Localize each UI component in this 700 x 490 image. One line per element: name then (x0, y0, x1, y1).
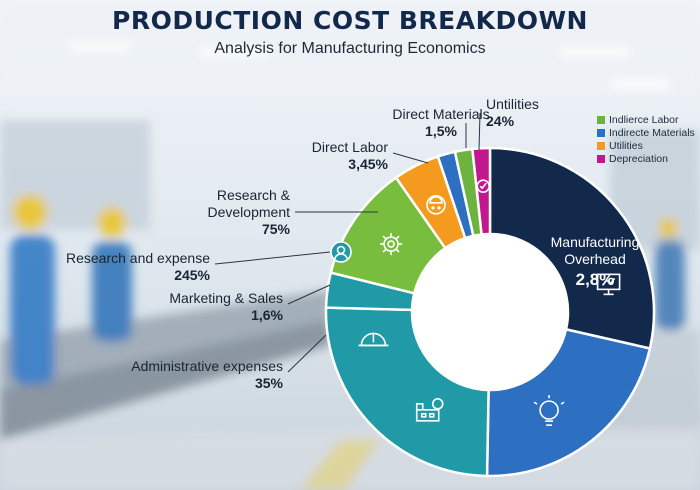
hard-hat-icon (358, 332, 389, 347)
legend-swatch (597, 128, 605, 137)
legend-label: Utilities (609, 139, 643, 152)
slice-value-label: 24% (486, 113, 515, 129)
slice-label: Administrative expenses (131, 358, 283, 374)
slice-value-label: 75% (262, 221, 291, 237)
legend-item: Utilities (597, 139, 695, 152)
slice-label: Direct Labor (312, 139, 389, 155)
leader-line (478, 112, 481, 151)
slice-value-label: 35% (255, 375, 284, 391)
slice-value-label: 2,8% (576, 270, 615, 289)
slice-label: Manufacturing (551, 234, 640, 250)
pie-slice (488, 146, 656, 350)
legend-item: Indlierce Labor (597, 113, 695, 126)
legend-swatch (597, 115, 605, 124)
slice-label: Overhead (564, 251, 625, 267)
lightbulb-icon (533, 395, 565, 426)
slice-value-label: 3,45% (348, 156, 388, 172)
slice-value-label: 1,6% (251, 307, 283, 323)
leader-line (287, 334, 327, 373)
legend-swatch (597, 154, 605, 163)
leader-line (392, 152, 429, 164)
slice-value-label: 1,5% (425, 123, 457, 139)
gear-icon (380, 233, 403, 256)
legend-label: Indirecte Materials (609, 126, 695, 139)
check-shield-icon (476, 179, 491, 193)
slice-label: Marketing & Sales (169, 290, 283, 306)
chart-subtitle: Analysis for Manufacturing Economics (214, 40, 486, 57)
worker-icon (426, 195, 446, 215)
slice-label: Untilities (486, 96, 539, 112)
pie-slice (485, 327, 652, 478)
worker-badge-icon (330, 241, 352, 263)
legend-label: Depreciation (609, 152, 668, 165)
slice-value-label: 245% (174, 267, 210, 283)
slice-label: Direct Materials (392, 106, 489, 122)
factory-gear-icon (415, 398, 444, 422)
slice-label: Research and expense (66, 250, 210, 266)
slice-label: Development (208, 204, 291, 220)
leader-line (214, 251, 331, 265)
pie-slice (324, 306, 490, 478)
donut-hole (413, 235, 567, 389)
chart-legend: Indlierce Labor Indirecte Materials Util… (597, 113, 695, 165)
leader-line (287, 284, 331, 305)
slice-label: Research & (217, 187, 291, 203)
chart-title: PRODUCTION COST BREAKDOWN (112, 6, 588, 35)
legend-item: Indirecte Materials (597, 126, 695, 139)
legend-label: Indlierce Labor (609, 113, 679, 126)
legend-swatch (597, 141, 605, 150)
presentation-icon (596, 273, 621, 296)
legend-item: Depreciation (597, 152, 695, 165)
